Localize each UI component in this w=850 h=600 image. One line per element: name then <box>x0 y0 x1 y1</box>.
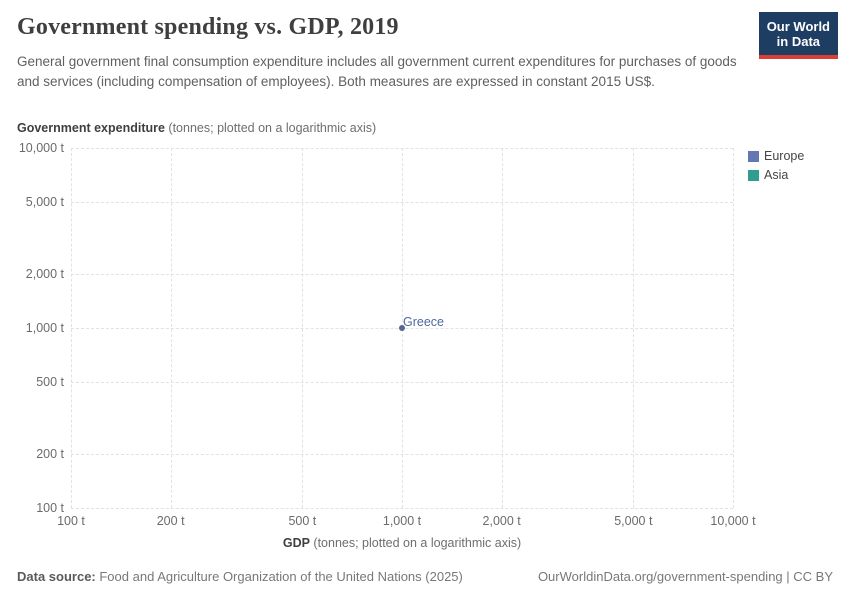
vertical-gridline <box>733 148 734 508</box>
owid-logo-line2: in Data <box>776 34 821 49</box>
y-tick-label: 200 t <box>36 446 64 461</box>
owid-logo-line1: Our World <box>766 19 830 34</box>
y-tick-label: 500 t <box>36 375 64 390</box>
y-tick-label: 2,000 t <box>25 266 64 281</box>
legend-swatch <box>748 169 759 181</box>
legend-item-asia[interactable]: Asia <box>748 168 804 182</box>
x-tick-label: 500 t <box>288 514 317 528</box>
x-tick-label: 100 t <box>57 514 85 528</box>
horizontal-gridline <box>71 202 733 204</box>
y-tick-label: 100 t <box>36 501 64 515</box>
y-tick-label: 1,000 t <box>25 321 64 335</box>
license-link[interactable]: OurWorldinData.org/government-spending |… <box>537 569 833 584</box>
y-axis-title-bold: Government expenditure <box>17 121 165 135</box>
data-point-label: Greece <box>403 315 444 329</box>
x-tick-label: 10,000 t <box>710 514 756 528</box>
horizontal-gridline <box>71 508 733 509</box>
x-axis-title-rest: (tonnes; plotted on a logarithmic axis) <box>309 536 522 550</box>
x-tick-label: 2,000 t <box>482 514 521 528</box>
footer: Data source: Food and Agriculture Organi… <box>17 569 833 584</box>
data-source-label: Data source: <box>17 569 96 584</box>
horizontal-gridline <box>71 453 733 455</box>
data-source: Data source: Food and Agriculture Organi… <box>17 569 463 584</box>
horizontal-gridline <box>71 148 733 149</box>
chart-legend: Europe Asia <box>748 149 804 182</box>
x-axis-ticks: 100 t 200 t 500 t 1,000 t 2,000 t 5,000 t 10,0… <box>57 514 756 530</box>
chart-subtitle: General government final consumption exp… <box>17 54 737 89</box>
y-tick-label: 10,000 t <box>18 141 64 155</box>
data-point-greece[interactable]: Greece <box>399 315 444 331</box>
x-axis-title-bold: GDP <box>282 536 310 550</box>
y-axis-title: Government expenditure (tonnes; plotted … <box>17 121 376 135</box>
owid-logo[interactable]: Our World in Data <box>758 12 838 59</box>
data-source-text: Food and Agriculture Organization of the… <box>95 569 463 584</box>
x-tick-label: 5,000 t <box>614 514 653 528</box>
y-tick-label: 5,000 t <box>25 195 64 210</box>
x-tick-label: 1,000 t <box>382 514 422 528</box>
data-point-dot <box>399 325 405 331</box>
chart-title: Government spending vs. GDP, 2019 <box>17 14 399 40</box>
x-tick-label: 200 t <box>156 514 185 528</box>
y-axis-title-rest: (tonnes; plotted on a logarithmic axis) <box>164 121 377 135</box>
horizontal-gridline <box>71 273 733 275</box>
legend-item-europe[interactable]: Europe <box>748 149 804 163</box>
horizontal-gridline <box>71 382 733 384</box>
plot-area: Greece <box>71 148 734 509</box>
legend-label: Asia <box>764 168 789 182</box>
legend-swatch <box>748 150 759 162</box>
y-axis-ticks: 100 t 200 t 500 t 1,000 t 2,000 t 5,000 t 10,0… <box>0 141 64 515</box>
legend-label: Europe <box>764 149 805 163</box>
x-axis-title: GDP (tonnes; plotted on a logarithmic ax… <box>71 536 733 550</box>
